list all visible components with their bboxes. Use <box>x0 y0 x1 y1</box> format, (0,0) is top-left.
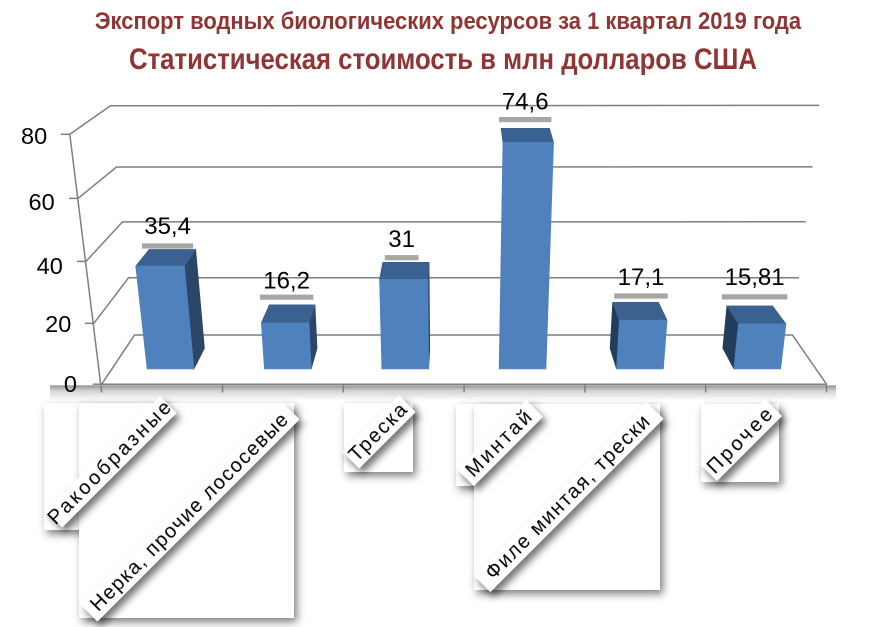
svg-text:31: 31 <box>388 226 415 253</box>
svg-text:80: 80 <box>21 123 47 149</box>
svg-text:17,1: 17,1 <box>618 264 665 291</box>
svg-text:74,6: 74,6 <box>502 89 549 116</box>
svg-text:20: 20 <box>45 311 71 337</box>
svg-text:0: 0 <box>64 371 77 397</box>
svg-text:15,81: 15,81 <box>725 264 785 291</box>
svg-text:60: 60 <box>29 189 55 215</box>
svg-text:16,2: 16,2 <box>263 267 310 294</box>
svg-text:40: 40 <box>37 253 63 279</box>
svg-text:35,4: 35,4 <box>144 213 191 240</box>
